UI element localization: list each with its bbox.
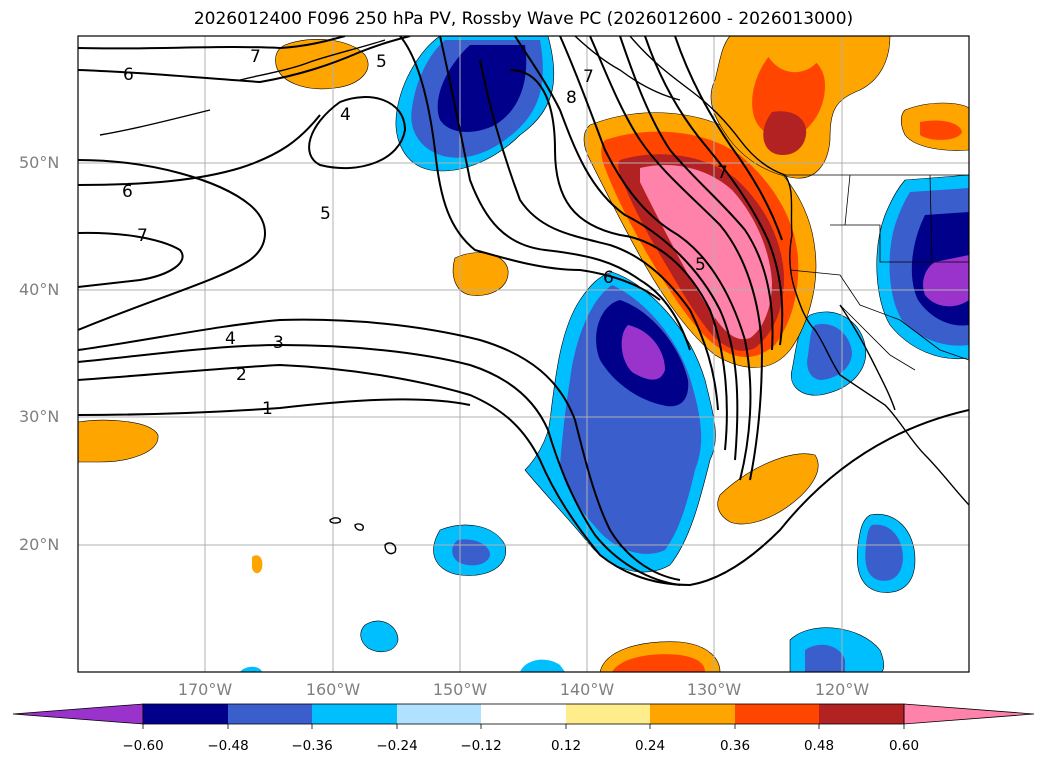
- lat-tick-label: 40°N: [19, 280, 60, 299]
- colorbar-tick-label: 0.24: [634, 738, 666, 754]
- colorbar-tick-label: −0.24: [376, 738, 418, 754]
- graticule: [78, 36, 969, 672]
- colorbar-tick-label: 0.36: [719, 738, 751, 754]
- contour-label-layer: 7 6 5 4 8 7 6 7 5 4 3 2 1 6 7 5: [122, 47, 728, 419]
- contour-6-upper: [78, 36, 411, 84]
- colorbar-bin: [228, 704, 312, 724]
- colorbar-extend-low: [12, 703, 144, 725]
- colorbar: [12, 703, 1035, 729]
- contour-label: 4: [225, 329, 236, 349]
- colorbar-bin: [397, 704, 481, 724]
- colorbar-tick-label: 0.60: [888, 738, 920, 754]
- contour-label: 1: [262, 399, 273, 419]
- contour-label: 7: [717, 163, 728, 183]
- lon-tick-label: 120°W: [814, 680, 870, 699]
- contour-7-upper: [78, 36, 346, 50]
- colorbar-tick-label: −0.12: [460, 738, 502, 754]
- colorbar-tick-label: 0.48: [803, 738, 835, 754]
- contour-label: 5: [320, 204, 331, 224]
- colorbar-bin: [566, 704, 650, 724]
- contour-4: [78, 318, 681, 581]
- lon-tick-label: 150°W: [432, 680, 488, 699]
- coastlines: [99, 36, 969, 555]
- colorbar-bin: [735, 704, 819, 724]
- lat-tick-label: 20°N: [19, 535, 60, 554]
- contour-4-low: [308, 96, 407, 170]
- contour-label: 4: [340, 105, 351, 125]
- colorbar-bin: [481, 704, 566, 724]
- contour-label: 7: [250, 47, 261, 67]
- contour-label: 7: [583, 67, 594, 87]
- contour-label: 6: [603, 268, 614, 288]
- colorbar-tick-label: 0.12: [550, 738, 582, 754]
- lon-tick-label: 130°W: [686, 680, 742, 699]
- map-frame: [77, 35, 970, 673]
- colorbar-tick-label: −0.60: [122, 738, 164, 754]
- colorbar-bin: [312, 704, 397, 724]
- lat-tick-label: 50°N: [19, 153, 60, 172]
- pv-contours: [78, 36, 969, 587]
- contour-5-mid: [78, 159, 266, 331]
- map-title: 2026012400 F096 250 hPa PV, Rossby Wave …: [193, 9, 854, 29]
- lon-tick-label: 170°W: [177, 680, 233, 699]
- colorbar-tick-label: −0.48: [207, 738, 249, 754]
- contour-label: 6: [123, 65, 134, 85]
- political-borders: [785, 174, 969, 371]
- colorbar-extend-high: [903, 703, 1035, 725]
- colorbar-bin: [143, 704, 228, 724]
- contour-label: 5: [376, 52, 387, 72]
- pv-anomaly-fill: [78, 36, 969, 672]
- contour-2: [78, 363, 969, 587]
- colorbar-bin: [819, 704, 904, 724]
- lat-tick-label: 30°N: [19, 407, 60, 426]
- contour-label: 8: [566, 88, 577, 108]
- colorbar-bin: [650, 704, 735, 724]
- lon-tick-label: 140°W: [559, 680, 615, 699]
- contour-1: [78, 398, 471, 416]
- contour-7-mid: [78, 231, 184, 288]
- contour-6-mid: [78, 114, 321, 186]
- contour-label: 6: [122, 182, 133, 202]
- colorbar-tick-label: −0.36: [291, 738, 333, 754]
- contour-label: 5: [695, 255, 706, 275]
- lon-tick-label: 160°W: [305, 680, 361, 699]
- contour-3: [78, 343, 681, 586]
- contour-label: 7: [137, 226, 148, 246]
- contour-label: 3: [273, 333, 284, 353]
- contour-label: 2: [236, 365, 247, 385]
